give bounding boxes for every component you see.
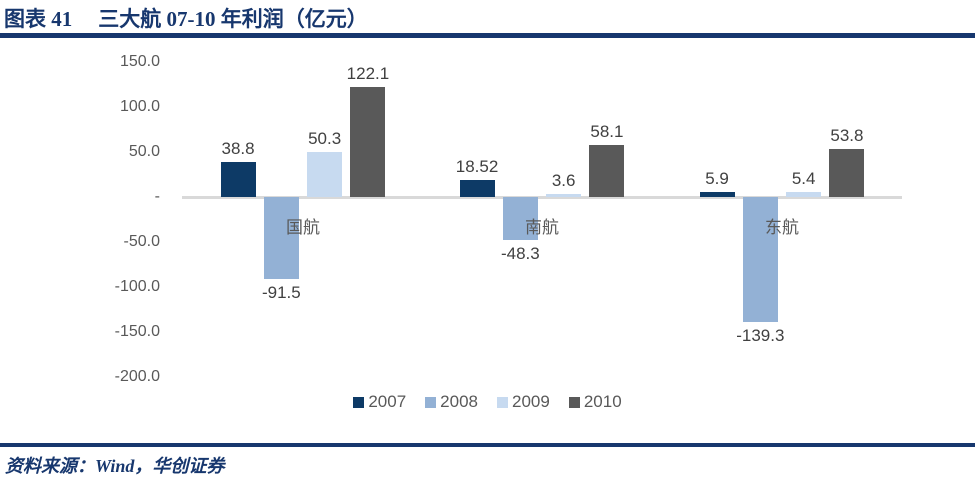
category-label: 东航: [765, 218, 799, 237]
y-axis-tick-label: -100.0: [114, 278, 160, 295]
bar-value-label: 18.52: [455, 157, 499, 177]
bar-2008-南航: [502, 197, 538, 241]
bar-2008-东航: [742, 197, 778, 323]
bar-2009-南航: [546, 193, 582, 197]
category-label: 国航: [286, 218, 320, 237]
bar-value-label: -139.3: [736, 326, 785, 346]
y-axis-tick-label: -50.0: [123, 233, 160, 250]
title-underline: [0, 33, 975, 38]
x-axis-line: [182, 196, 902, 199]
bar-2009-国航: [307, 151, 343, 197]
bar-value-label: 122.1: [346, 64, 390, 84]
y-axis-tick-label: 100.0: [119, 98, 160, 115]
bar-chart: 150.0 100.0 50.0 - -50.0 -100.0 -150.0 -200.0 38…: [0, 40, 975, 440]
legend-swatch-icon: [425, 396, 437, 408]
footer-divider: [0, 443, 975, 447]
bar-value-label: 38.8: [221, 139, 255, 159]
source-note: 资料来源：Wind，华创证券: [5, 456, 225, 476]
legend-item-2007: 2007: [353, 392, 406, 412]
legend-label: 2010: [583, 392, 622, 411]
legend-label: 2007: [368, 392, 407, 411]
legend-item-2008: 2008: [425, 392, 478, 412]
figure-title: 图表 41 三大航 07-10 年利润（亿元）: [4, 3, 971, 33]
legend-item-2010: 2010: [568, 392, 622, 412]
y-axis-tick-label: -150.0: [114, 323, 160, 340]
category-label: 南航: [525, 218, 559, 237]
bar-value-label: 53.8: [830, 125, 864, 145]
y-axis-tick-label: 50.0: [128, 143, 160, 160]
bar-2007-国航: [220, 162, 256, 197]
legend-swatch-icon: [353, 396, 365, 408]
bar-value-label: -91.5: [261, 283, 301, 303]
figure-number: 图表 41: [4, 7, 73, 31]
bar-2007-南航: [459, 180, 495, 197]
bar-value-label: -48.3: [500, 244, 540, 264]
bar-value-label: 5.4: [791, 169, 816, 189]
y-axis-tick-label: 150.0: [119, 53, 160, 70]
bar-value-label: 50.3: [308, 128, 342, 148]
legend-swatch-icon: [497, 396, 508, 408]
legend-label: 2008: [440, 392, 478, 411]
legend-label: 2009: [512, 392, 550, 411]
bar-value-label: 3.6: [551, 170, 576, 190]
chart-legend: 2007 2008 2009 2010: [0, 392, 975, 412]
figure-title-text: 三大航 07-10 年利润（亿元）: [98, 7, 368, 31]
bar-value-label: 58.1: [590, 121, 624, 141]
bar-2010-南航: [589, 144, 625, 197]
bar-2008-国航: [263, 197, 299, 280]
legend-swatch-icon: [568, 396, 580, 408]
bar-2009-东航: [786, 192, 822, 197]
bar-value-label: 5.9: [705, 168, 729, 188]
y-axis-tick-label: -200.0: [114, 368, 160, 385]
bar-2010-国航: [350, 87, 386, 197]
y-axis-tick-label: -: [154, 188, 160, 205]
bar-2010-东航: [829, 148, 865, 197]
bar-2007-东航: [699, 191, 735, 197]
legend-item-2009: 2009: [497, 392, 550, 412]
